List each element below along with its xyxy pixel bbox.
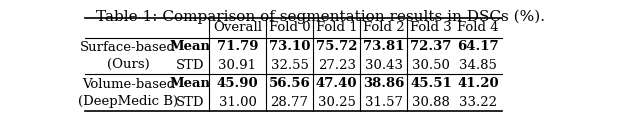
Text: 30.43: 30.43 <box>365 59 403 72</box>
Text: 30.50: 30.50 <box>412 59 450 72</box>
Text: 45.51: 45.51 <box>410 77 452 90</box>
Text: STD: STD <box>176 96 205 109</box>
Text: 27.23: 27.23 <box>317 59 356 72</box>
Text: 32.55: 32.55 <box>271 59 308 72</box>
Text: 28.77: 28.77 <box>271 96 308 109</box>
Text: 33.22: 33.22 <box>459 96 497 109</box>
Text: STD: STD <box>176 59 205 72</box>
Text: Fold 0: Fold 0 <box>269 21 310 34</box>
Text: Mean: Mean <box>170 77 211 90</box>
Text: 31.57: 31.57 <box>365 96 403 109</box>
Text: 45.90: 45.90 <box>217 77 259 90</box>
Text: 73.81: 73.81 <box>363 40 404 53</box>
Text: 64.17: 64.17 <box>457 40 499 53</box>
Text: 56.56: 56.56 <box>269 77 310 90</box>
Text: 75.72: 75.72 <box>316 40 357 53</box>
Text: 71.79: 71.79 <box>217 40 258 53</box>
Text: 72.37: 72.37 <box>410 40 452 53</box>
Text: 73.10: 73.10 <box>269 40 310 53</box>
Text: 31.00: 31.00 <box>218 96 257 109</box>
Text: 41.20: 41.20 <box>457 77 499 90</box>
Text: 30.91: 30.91 <box>218 59 257 72</box>
Text: 47.40: 47.40 <box>316 77 357 90</box>
Text: Volume-based
(DeepMedic B): Volume-based (DeepMedic B) <box>78 78 179 108</box>
Text: Table 1: Comparison of segmentation results in DSCs (%).: Table 1: Comparison of segmentation resu… <box>95 10 545 24</box>
Text: Mean: Mean <box>170 40 211 53</box>
Text: 34.85: 34.85 <box>459 59 497 72</box>
Text: 30.88: 30.88 <box>412 96 450 109</box>
Text: Surface-based
(Ours): Surface-based (Ours) <box>81 41 177 71</box>
Text: Fold 4: Fold 4 <box>457 21 499 34</box>
Text: Fold 2: Fold 2 <box>363 21 404 34</box>
Text: Fold 1: Fold 1 <box>316 21 358 34</box>
Text: 30.25: 30.25 <box>317 96 356 109</box>
Text: 38.86: 38.86 <box>363 77 404 90</box>
Text: Overall: Overall <box>213 21 262 34</box>
Text: Fold 3: Fold 3 <box>410 21 452 34</box>
